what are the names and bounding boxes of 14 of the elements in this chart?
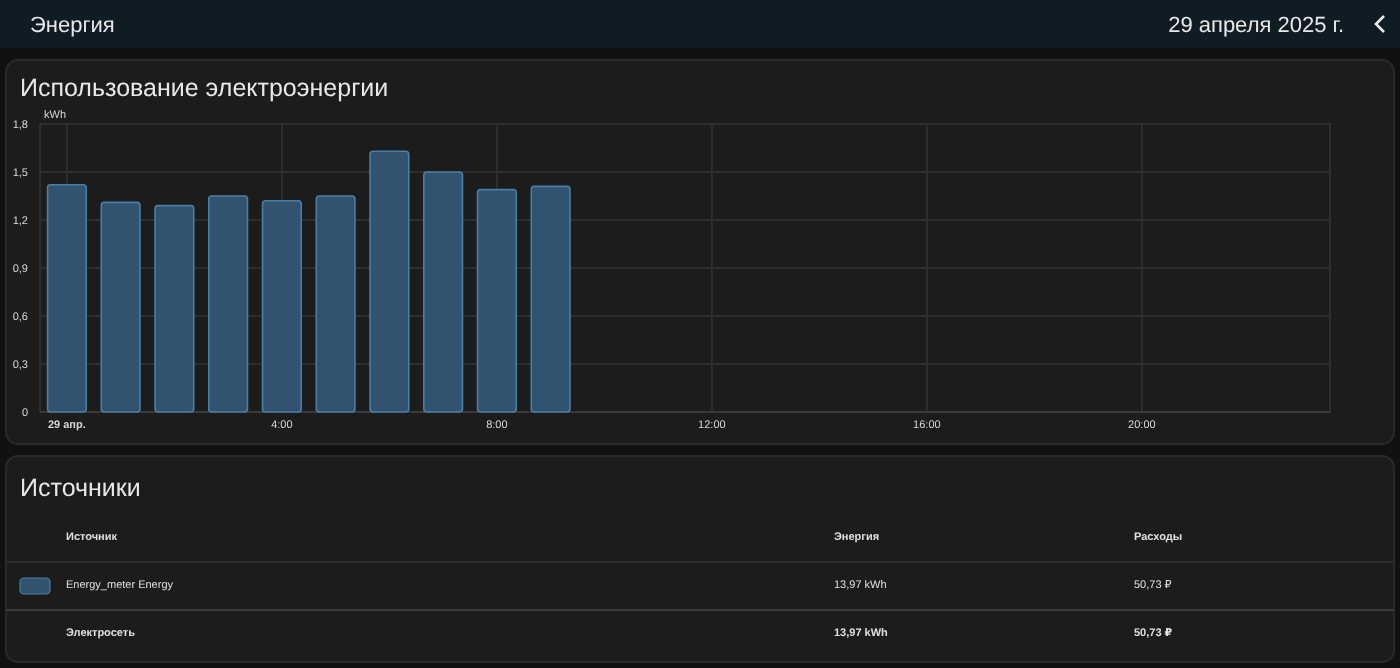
- bar: [261, 200, 303, 413]
- bar: [422, 171, 464, 413]
- bar: [369, 150, 410, 413]
- bar: [207, 195, 249, 413]
- chart-title: Использование электроэнергии: [20, 74, 389, 102]
- bar: [476, 188, 518, 413]
- bar: [100, 201, 141, 413]
- text: Источники: [20, 474, 141, 502]
- bar: [315, 195, 356, 413]
- bar: [46, 184, 88, 413]
- bar: [530, 185, 571, 413]
- text: 29 апреля 2025 г.: [1168, 14, 1344, 38]
- bar: [154, 204, 195, 413]
- text: Энергия: [30, 14, 115, 38]
